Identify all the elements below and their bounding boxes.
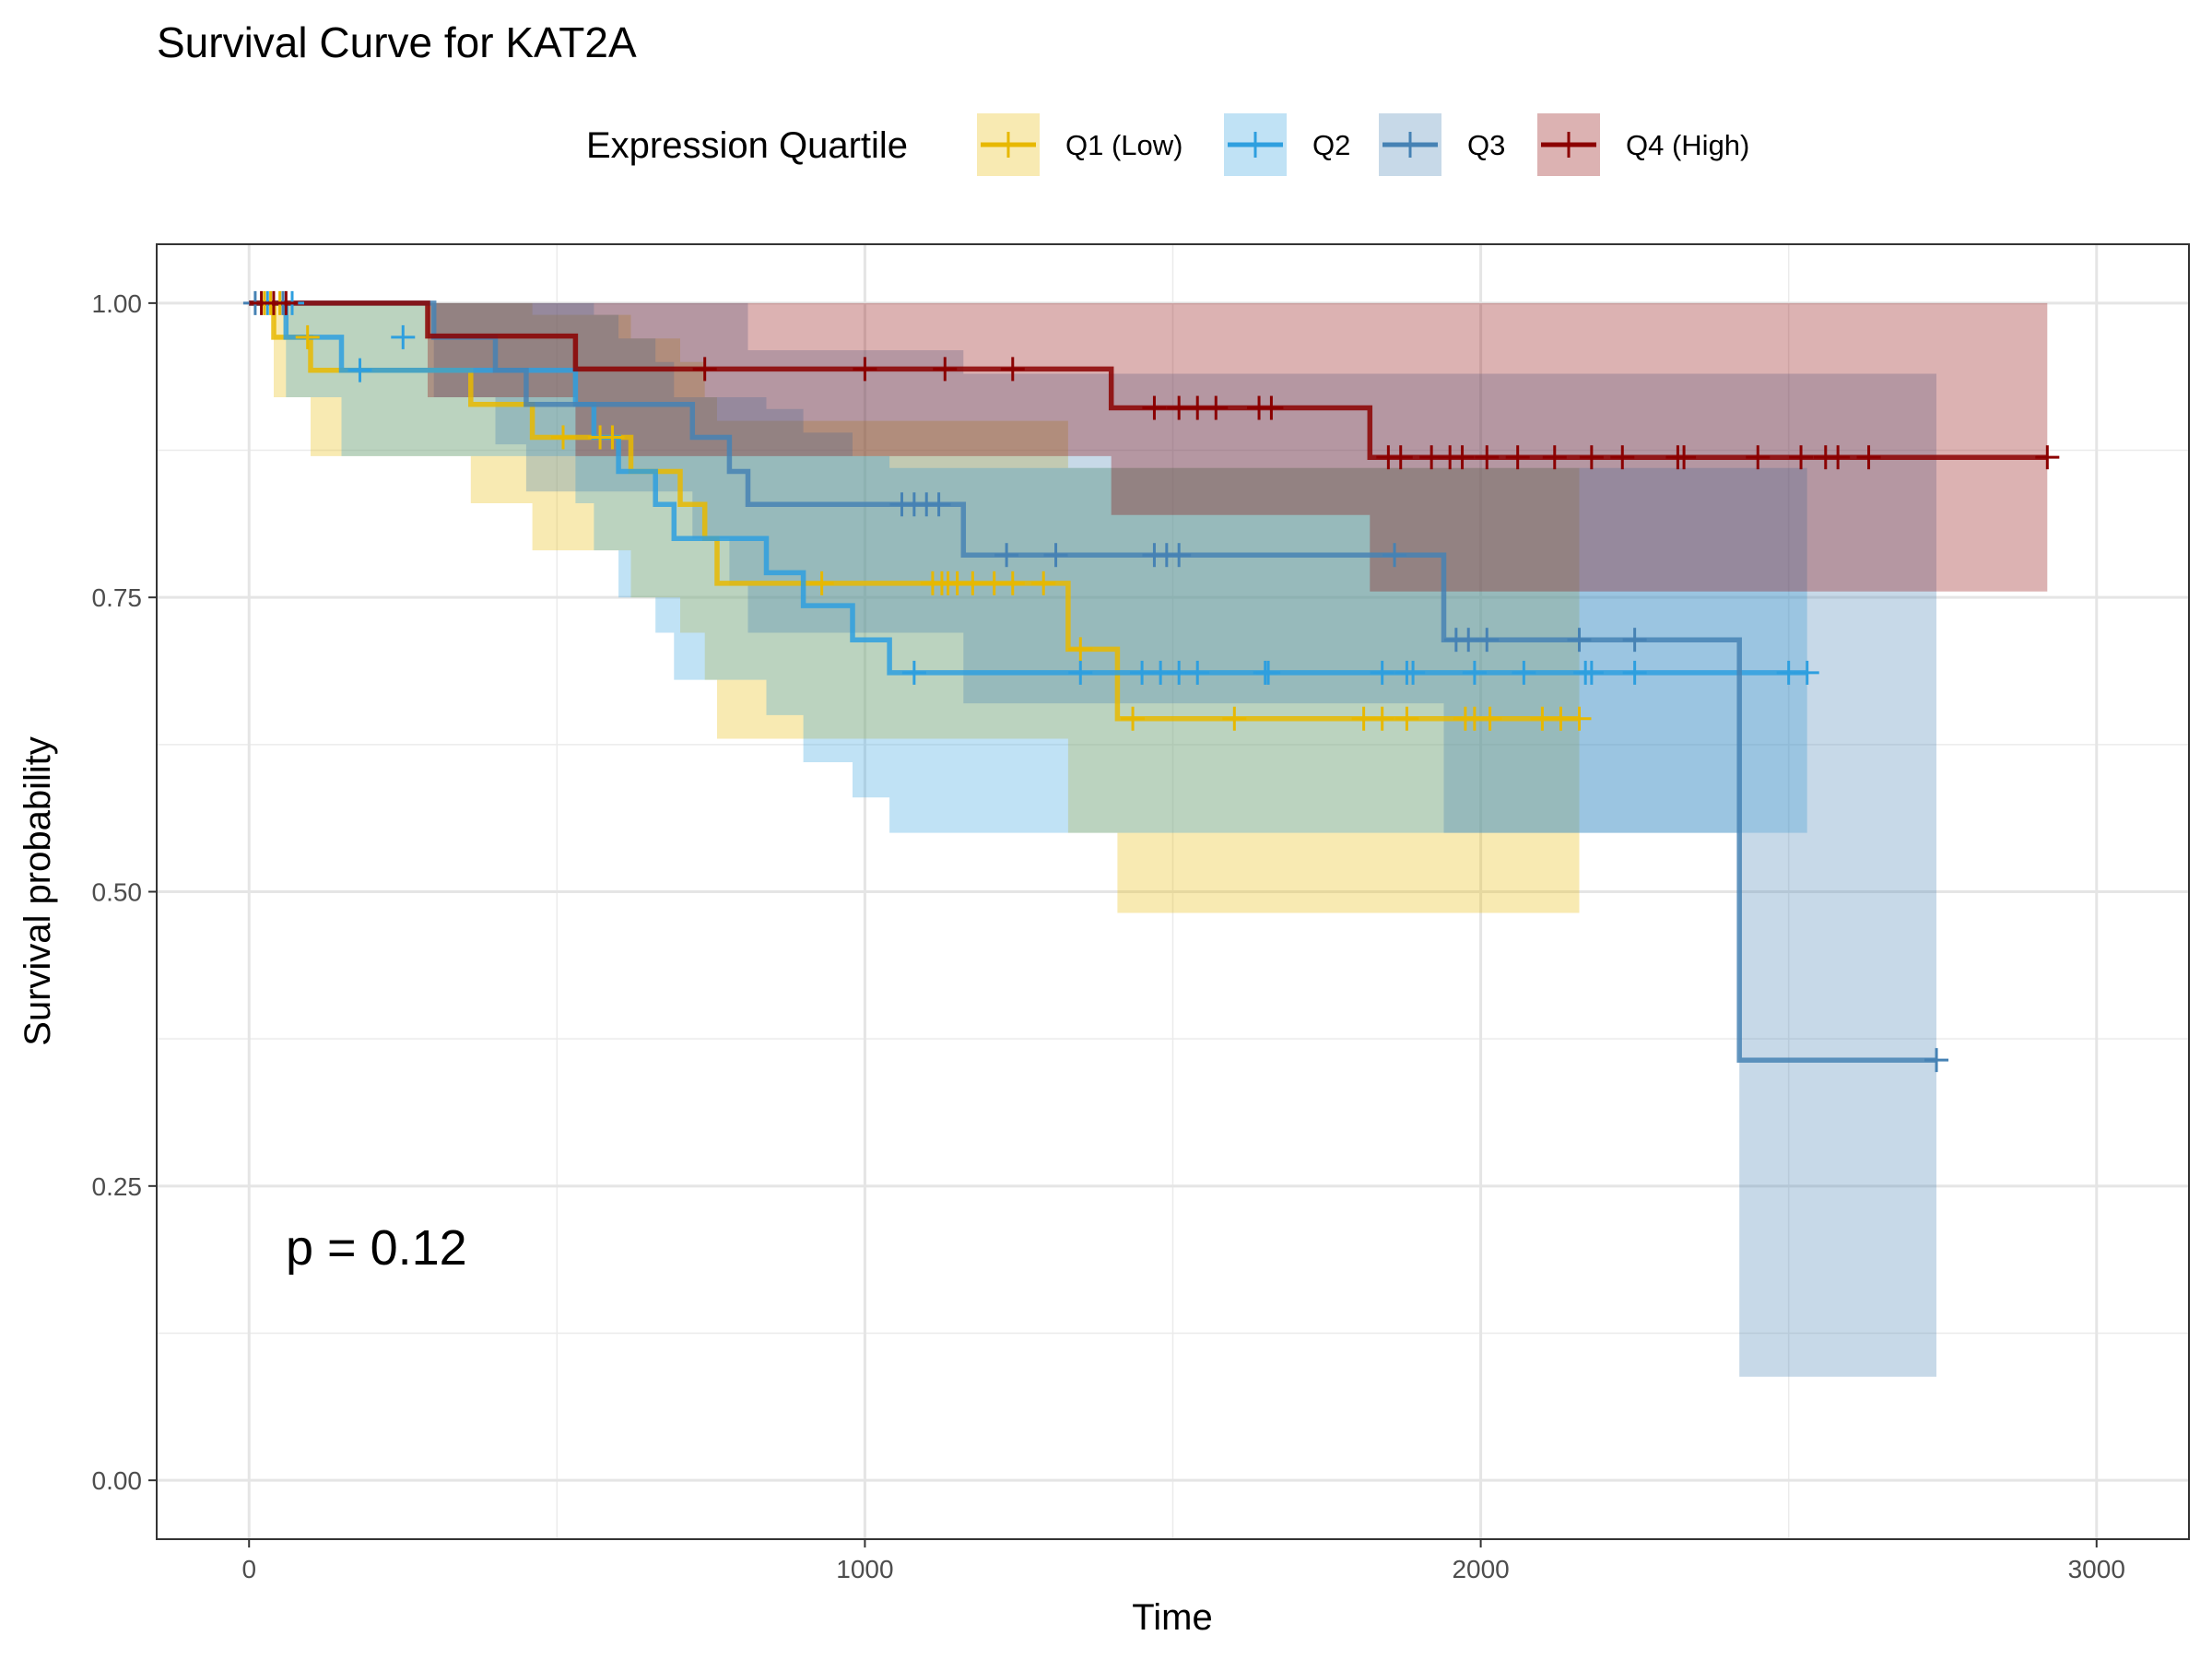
chart-title: Survival Curve for KAT2A (157, 18, 637, 66)
censor-mark-q1-low (1370, 706, 1394, 731)
legend-item-q2: Q2 (1224, 113, 1350, 176)
censor-mark-q1-low (551, 425, 575, 450)
censor-mark-q2 (1256, 660, 1281, 685)
y-tick-label: 0.00 (92, 1466, 143, 1495)
censor-mark-q1-low (1394, 706, 1419, 731)
y-tick-label: 0.75 (92, 583, 143, 612)
p-value-annotation: p = 0.12 (286, 1220, 467, 1276)
censor-mark-q4-high (1789, 445, 1814, 470)
censor-mark-q3 (1167, 543, 1192, 568)
x-axis-title: Time (1132, 1597, 1212, 1638)
legend-label-q1-low: Q1 (Low) (1065, 129, 1182, 161)
legend-label-q3: Q3 (1467, 129, 1505, 161)
x-tick-label: 2000 (1452, 1555, 1509, 1583)
legend-item-q3: Q3 (1379, 113, 1505, 176)
censor-mark-q3 (1622, 628, 1647, 653)
censor-marks (242, 290, 2060, 1073)
censor-mark-q4-high (274, 290, 299, 315)
censor-mark-q2 (1512, 660, 1536, 685)
censor-mark-q2 (391, 324, 416, 349)
censor-mark-q3 (1043, 543, 1068, 568)
legend-title: Expression Quartile (586, 125, 908, 166)
legend-item-q1-low: Q1 (Low) (977, 113, 1182, 176)
censor-mark-q1-low (1000, 571, 1025, 595)
censor-mark-q4-high (1204, 395, 1229, 420)
censor-mark-q4-high (692, 357, 717, 382)
censor-mark-q1-low (295, 324, 320, 349)
curve-q3 (249, 300, 1936, 1063)
censor-mark-q2 (1370, 660, 1394, 685)
y-tick-label: 1.00 (92, 289, 143, 318)
censor-mark-q1-low (600, 425, 625, 450)
censor-mark-q4-high (1542, 445, 1567, 470)
legend: Expression Quartile Q1 (Low) Q2 Q3 Q4 (High… (586, 113, 1749, 176)
censor-mark-q4-high (1579, 445, 1604, 470)
censor-mark-q3 (1382, 543, 1407, 568)
ci-band-q3 (249, 302, 1937, 1377)
legend-label-q2: Q2 (1312, 129, 1350, 161)
censor-mark-q2 (1401, 660, 1426, 685)
ci-band-q4-high (249, 302, 2048, 592)
x-tick-label: 1000 (836, 1555, 893, 1583)
censor-mark-q3 (994, 543, 1019, 568)
censor-mark-q3 (926, 492, 951, 517)
censor-mark-q4-high (1746, 445, 1771, 470)
censor-mark-q2 (901, 660, 926, 685)
censor-mark-q4-high (1610, 445, 1635, 470)
censor-mark-q2 (1185, 660, 1210, 685)
censor-mark-q4-high (1475, 445, 1500, 470)
censor-mark-q1-low (809, 571, 834, 595)
y-axis-title: Survival probability (18, 736, 58, 1046)
censor-mark-q3 (1924, 1048, 1949, 1073)
censor-mark-q4-high (1142, 395, 1167, 420)
censor-mark-q4-high (1000, 357, 1025, 382)
y-axis: 0.00 0.25 0.50 0.75 1.00 (92, 289, 157, 1495)
x-tick-label: 3000 (2068, 1555, 2125, 1583)
censor-mark-q3 (1567, 628, 1592, 653)
curve-q4-high (249, 300, 2048, 460)
censor-mark-q4-high (933, 357, 958, 382)
censor-mark-q4-high (1388, 445, 1413, 470)
censor-mark-q1-low (1068, 637, 1093, 662)
censor-mark-q2 (1068, 660, 1093, 685)
confidence-bands (249, 302, 2048, 1377)
censor-mark-q2 (1794, 660, 1819, 685)
censor-mark-q3 (1475, 628, 1500, 653)
legend-item-q4-high: Q4 (High) (1537, 113, 1749, 176)
censor-mark-q1-low (1477, 706, 1502, 731)
curve-q2 (249, 300, 1807, 676)
censor-mark-q2 (347, 358, 372, 382)
censor-mark-q1-low (1121, 706, 1146, 731)
censor-mark-q1-low (1567, 706, 1592, 731)
censor-mark-q1-low (1222, 706, 1247, 731)
censor-mark-q4-high (1450, 445, 1475, 470)
legend-label-q4-high: Q4 (High) (1626, 129, 1749, 161)
y-tick-label: 0.25 (92, 1172, 143, 1201)
ci-band-q1-low (249, 302, 1580, 913)
censor-mark-q4-high (1672, 445, 1697, 470)
censor-mark-q4-high (853, 357, 877, 382)
grid (157, 244, 2189, 1539)
censor-mark-q2 (1579, 660, 1604, 685)
censor-mark-q2 (1622, 660, 1647, 685)
censor-mark-q4-high (1856, 445, 1881, 470)
censor-mark-q4-high (2035, 445, 2060, 470)
ci-band-q2 (249, 302, 1807, 833)
y-tick-label: 0.50 (92, 878, 143, 907)
censor-mark-q1-low (960, 571, 985, 595)
x-tick-label: 0 (241, 1555, 256, 1583)
censor-mark-q4-high (1259, 395, 1284, 420)
survival-curves (249, 300, 2048, 1063)
censor-mark-q2 (1462, 660, 1487, 685)
x-axis: 0 1000 2000 3000 (241, 1539, 2125, 1583)
censor-mark-q4-high (1826, 445, 1851, 470)
censor-mark-q4-high (1505, 445, 1530, 470)
censor-mark-q1-low (1031, 571, 1056, 595)
plot-area (156, 243, 2190, 1540)
